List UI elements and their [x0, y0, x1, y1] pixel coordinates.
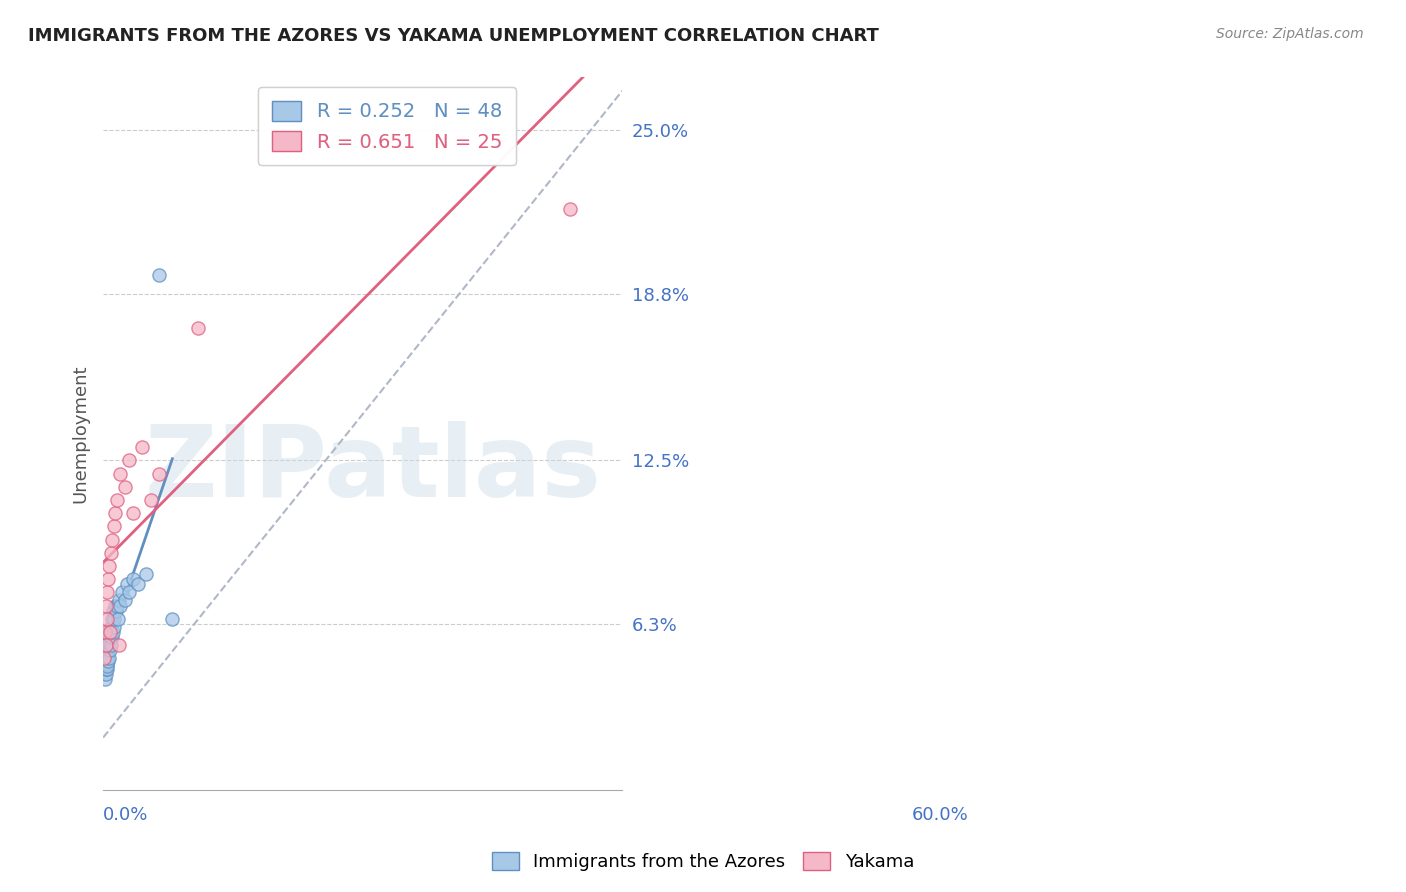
- Point: [105, 492, 128, 507]
- Point: [104, 599, 127, 613]
- Point: [101, 604, 124, 618]
- Point: [103, 612, 125, 626]
- Point: [118, 585, 141, 599]
- Point: [97, 624, 120, 639]
- Legend: R = 0.252   N = 48, R = 0.651   N = 25: R = 0.252 N = 48, R = 0.651 N = 25: [259, 87, 516, 165]
- Point: [94, 624, 117, 639]
- Point: [131, 440, 153, 454]
- Point: [105, 599, 128, 613]
- Text: ZIPatlas: ZIPatlas: [145, 421, 602, 518]
- Point: [94, 651, 117, 665]
- Point: [93, 651, 115, 665]
- Point: [98, 558, 121, 573]
- Point: [96, 651, 118, 665]
- Point: [395, 136, 418, 151]
- Text: Source: ZipAtlas.com: Source: ZipAtlas.com: [1216, 27, 1364, 41]
- Point: [97, 654, 120, 668]
- Point: [98, 624, 121, 639]
- Point: [104, 506, 127, 520]
- Point: [107, 612, 129, 626]
- Point: [94, 662, 117, 676]
- Point: [94, 673, 117, 687]
- Point: [110, 599, 132, 613]
- Point: [122, 506, 145, 520]
- Text: 0.0%: 0.0%: [103, 806, 149, 824]
- Point: [97, 643, 120, 657]
- Point: [101, 533, 124, 547]
- Point: [117, 577, 139, 591]
- Point: [96, 632, 118, 647]
- Point: [94, 657, 117, 671]
- Point: [100, 620, 122, 634]
- Point: [98, 638, 121, 652]
- Point: [96, 659, 118, 673]
- Point: [187, 321, 209, 335]
- Point: [93, 651, 115, 665]
- Point: [139, 492, 162, 507]
- Point: [101, 612, 124, 626]
- Y-axis label: Unemployment: Unemployment: [72, 365, 89, 503]
- Point: [96, 651, 118, 665]
- Point: [94, 638, 117, 652]
- Text: 60.0%: 60.0%: [912, 806, 969, 824]
- Point: [98, 624, 121, 639]
- Point: [100, 638, 122, 652]
- Point: [114, 480, 136, 494]
- Point: [96, 646, 118, 660]
- Point: [100, 546, 122, 560]
- Point: [94, 638, 117, 652]
- Point: [94, 667, 117, 681]
- Point: [122, 572, 145, 586]
- Point: [111, 585, 134, 599]
- Point: [110, 467, 132, 481]
- Point: [162, 612, 184, 626]
- Point: [101, 624, 124, 639]
- Point: [101, 630, 124, 644]
- Point: [105, 604, 128, 618]
- Point: [96, 662, 118, 676]
- Point: [148, 268, 170, 283]
- Point: [127, 577, 149, 591]
- Point: [96, 657, 118, 671]
- Point: [135, 566, 157, 581]
- Point: [103, 620, 125, 634]
- Point: [93, 665, 115, 679]
- Point: [96, 643, 118, 657]
- Point: [103, 519, 125, 533]
- Point: [98, 630, 121, 644]
- Text: IMMIGRANTS FROM THE AZORES VS YAKAMA UNEMPLOYMENT CORRELATION CHART: IMMIGRANTS FROM THE AZORES VS YAKAMA UNE…: [28, 27, 879, 45]
- Point: [94, 646, 117, 660]
- Point: [98, 643, 121, 657]
- Legend: Immigrants from the Azores, Yakama: Immigrants from the Azores, Yakama: [485, 845, 921, 879]
- Point: [114, 593, 136, 607]
- Point: [107, 638, 129, 652]
- Point: [107, 593, 129, 607]
- Point: [148, 467, 170, 481]
- Point: [97, 572, 120, 586]
- Point: [96, 612, 118, 626]
- Point: [96, 585, 118, 599]
- Point: [560, 202, 582, 217]
- Point: [118, 453, 141, 467]
- Point: [98, 651, 121, 665]
- Point: [94, 599, 117, 613]
